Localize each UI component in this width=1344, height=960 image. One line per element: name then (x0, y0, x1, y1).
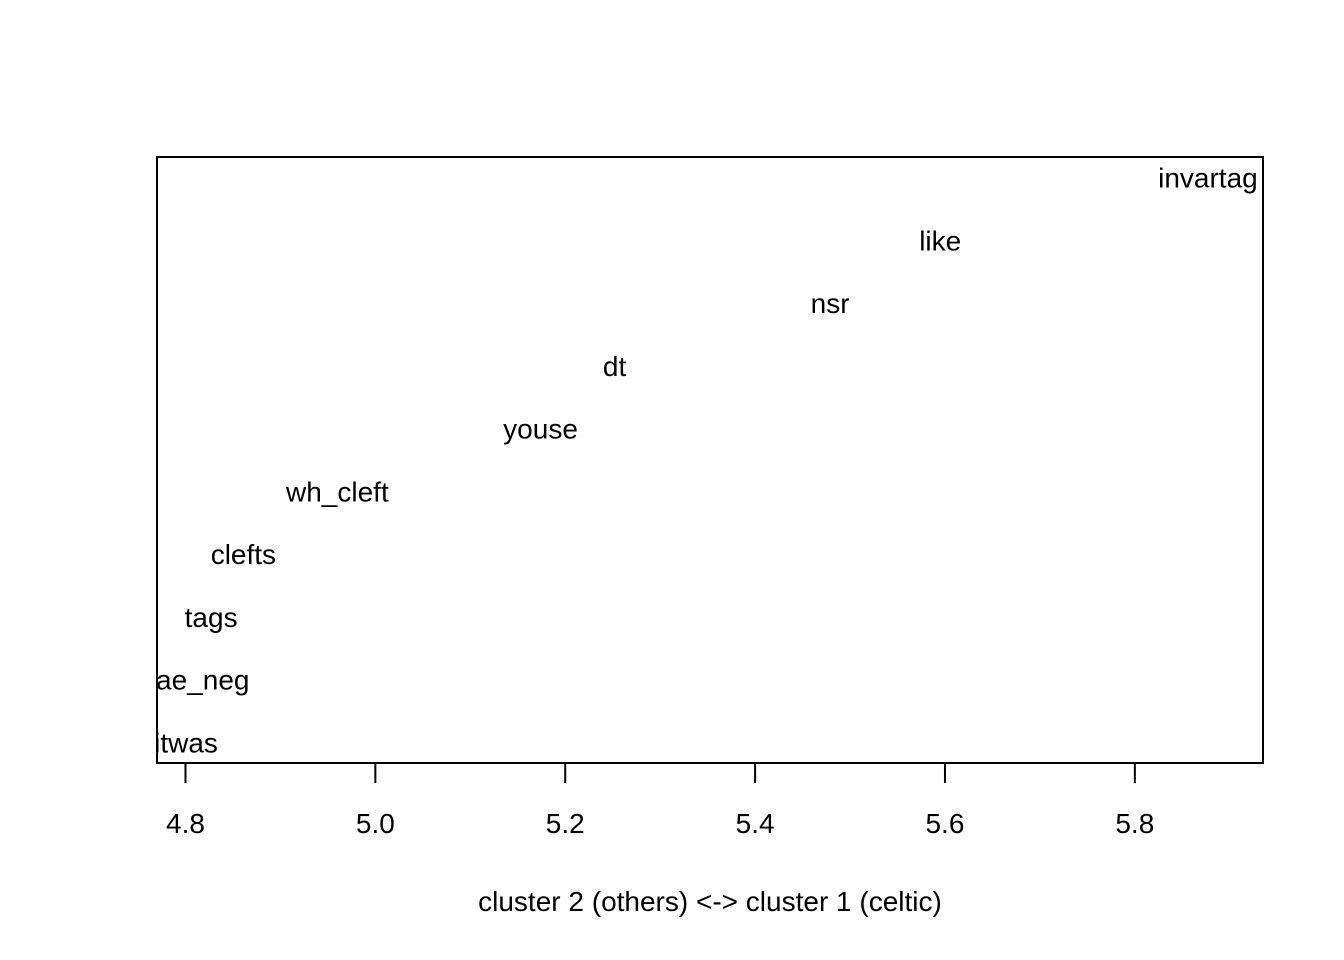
plot-box (156, 156, 1264, 764)
x-tick-label: 4.8 (166, 808, 205, 839)
point-label: youse (503, 414, 578, 445)
point-label: like (919, 225, 961, 256)
point-labels: soitwas nae_neg tags clefts wh_cleft youse dt n… (125, 163, 1258, 759)
x-tick-label: 5.4 (736, 808, 775, 839)
x-axis-label: cluster 2 (others) <-> cluster 1 (celtic… (478, 886, 942, 917)
point-label: nae_neg (140, 665, 249, 696)
point-label: clefts (211, 539, 276, 570)
x-axis: 4.8 5.0 5.2 5.4 5.6 5.8 (166, 762, 1154, 839)
point-label: invartag (1158, 163, 1258, 194)
x-tick-label: 5.0 (356, 808, 395, 839)
x-tick-label: 5.8 (1115, 808, 1154, 839)
x-tick-label: 5.2 (546, 808, 585, 839)
point-label: soitwas (125, 728, 218, 759)
point-label: nsr (811, 288, 850, 319)
x-tick-label: 5.6 (925, 808, 964, 839)
point-label: tags (185, 602, 238, 633)
point-label: dt (603, 351, 627, 382)
point-label: wh_cleft (285, 476, 389, 507)
